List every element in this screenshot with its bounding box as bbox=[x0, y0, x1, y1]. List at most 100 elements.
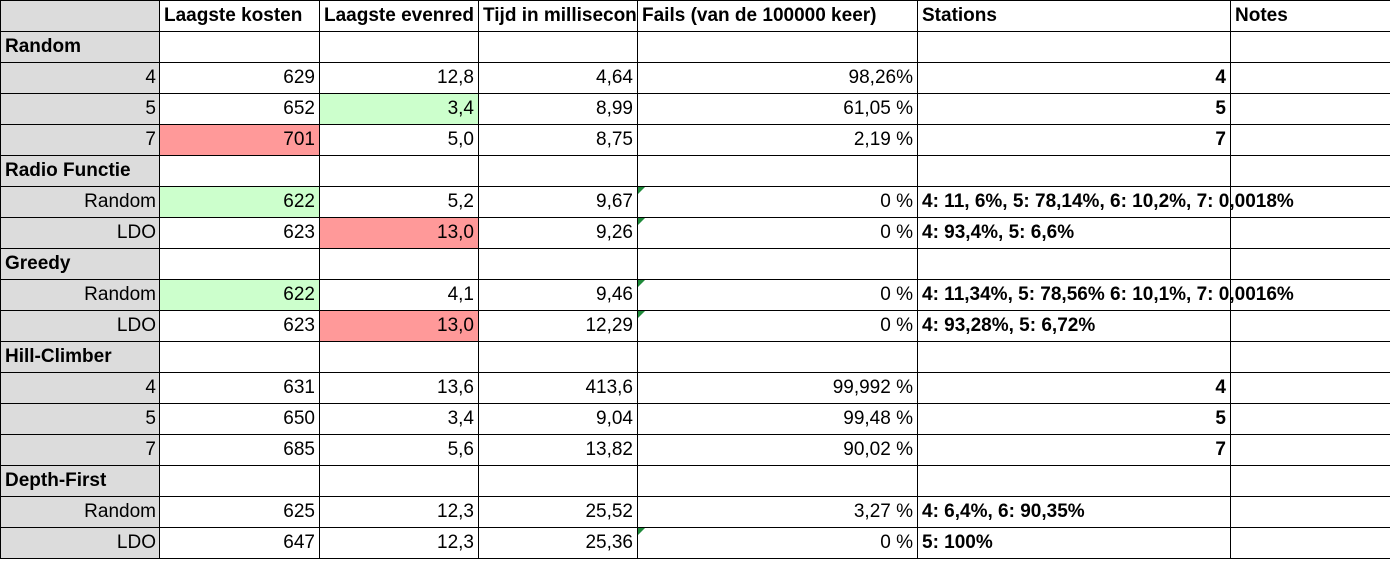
cell-laagste-evenred[interactable]: 5,2 bbox=[320, 187, 479, 218]
row-label[interactable]: 7 bbox=[1, 125, 160, 156]
cell-fails[interactable]: 0 % bbox=[638, 280, 918, 311]
empty-cell[interactable] bbox=[320, 466, 479, 497]
cell-fails[interactable]: 90,02 % bbox=[638, 435, 918, 466]
empty-cell[interactable] bbox=[638, 342, 918, 373]
cell-fails[interactable]: 98,26% bbox=[638, 63, 918, 94]
row-label[interactable]: 5 bbox=[1, 404, 160, 435]
empty-cell[interactable] bbox=[1231, 466, 1390, 497]
cell-laagste-kosten[interactable]: 685 bbox=[160, 435, 320, 466]
group-header[interactable]: Random bbox=[1, 32, 160, 63]
cell-fails[interactable]: 3,27 % bbox=[638, 497, 918, 528]
cell-stations[interactable]: 5 bbox=[918, 404, 1231, 435]
row-label[interactable]: Random bbox=[1, 280, 160, 311]
cell-laagste-evenred[interactable]: 13,0 bbox=[320, 311, 479, 342]
cell-stations[interactable]: 4: 93,4%, 5: 6,6% bbox=[918, 218, 1231, 249]
empty-cell[interactable] bbox=[918, 156, 1231, 187]
cell-laagste-kosten[interactable]: 701 bbox=[160, 125, 320, 156]
row-label[interactable]: 5 bbox=[1, 94, 160, 125]
cell-laagste-kosten[interactable]: 622 bbox=[160, 187, 320, 218]
empty-cell[interactable] bbox=[160, 249, 320, 280]
cell-laagste-kosten[interactable]: 631 bbox=[160, 373, 320, 404]
cell-tijd[interactable]: 413,6 bbox=[479, 373, 638, 404]
cell-stations[interactable]: 4: 11, 6%, 5: 78,14%, 6: 10,2%, 7: 0,001… bbox=[918, 187, 1294, 218]
row-label[interactable]: 7 bbox=[1, 435, 160, 466]
corner-cell[interactable] bbox=[1, 1, 160, 32]
empty-cell[interactable] bbox=[320, 249, 479, 280]
cell-laagste-kosten[interactable]: 625 bbox=[160, 497, 320, 528]
cell-stations[interactable]: 4: 6,4%, 6: 90,35% bbox=[918, 497, 1231, 528]
column-header[interactable]: Notes bbox=[1231, 1, 1390, 32]
cell-laagste-evenred[interactable]: 4,1 bbox=[320, 280, 479, 311]
row-label[interactable]: LDO bbox=[1, 528, 160, 559]
empty-cell[interactable] bbox=[1231, 342, 1390, 373]
cell-notes[interactable] bbox=[1231, 218, 1390, 249]
cell-laagste-evenred[interactable]: 5,6 bbox=[320, 435, 479, 466]
empty-cell[interactable] bbox=[320, 342, 479, 373]
cell-tijd[interactable]: 8,75 bbox=[479, 125, 638, 156]
cell-stations[interactable]: 5: 100% bbox=[918, 528, 1231, 559]
empty-cell[interactable] bbox=[479, 156, 638, 187]
cell-notes[interactable] bbox=[1231, 404, 1390, 435]
cell-laagste-kosten[interactable]: 629 bbox=[160, 63, 320, 94]
cell-laagste-evenred[interactable]: 3,4 bbox=[320, 94, 479, 125]
cell-laagste-evenred[interactable]: 13,6 bbox=[320, 373, 479, 404]
group-header[interactable]: Depth-First bbox=[1, 466, 160, 497]
cell-laagste-kosten[interactable]: 622 bbox=[160, 280, 320, 311]
cell-laagste-kosten[interactable]: 652 bbox=[160, 94, 320, 125]
cell-fails[interactable]: 0 % bbox=[638, 528, 918, 559]
cell-laagste-evenred[interactable]: 12,8 bbox=[320, 63, 479, 94]
empty-cell[interactable] bbox=[638, 32, 918, 63]
empty-cell[interactable] bbox=[918, 342, 1231, 373]
cell-stations[interactable]: 4: 11,34%, 5: 78,56% 6: 10,1%, 7: 0,0016… bbox=[918, 280, 1294, 311]
cell-notes[interactable] bbox=[1231, 435, 1390, 466]
group-header[interactable]: Radio Functie bbox=[1, 156, 160, 187]
cell-notes[interactable] bbox=[1231, 125, 1390, 156]
cell-fails[interactable]: 61,05 % bbox=[638, 94, 918, 125]
cell-stations[interactable]: 7 bbox=[918, 435, 1231, 466]
empty-cell[interactable] bbox=[320, 156, 479, 187]
empty-cell[interactable] bbox=[1231, 32, 1390, 63]
cell-notes[interactable] bbox=[1231, 311, 1390, 342]
cell-tijd[interactable]: 4,64 bbox=[479, 63, 638, 94]
column-header[interactable]: Laagste evenred bbox=[320, 1, 479, 32]
cell-laagste-evenred[interactable]: 13,0 bbox=[320, 218, 479, 249]
column-header[interactable]: Tijd in millisecon bbox=[479, 1, 638, 32]
cell-stations[interactable]: 7 bbox=[918, 125, 1231, 156]
cell-notes[interactable] bbox=[1231, 63, 1390, 94]
cell-tijd[interactable]: 9,46 bbox=[479, 280, 638, 311]
empty-cell[interactable] bbox=[479, 342, 638, 373]
row-label[interactable]: LDO bbox=[1, 311, 160, 342]
empty-cell[interactable] bbox=[320, 32, 479, 63]
cell-laagste-evenred[interactable]: 3,4 bbox=[320, 404, 479, 435]
empty-cell[interactable] bbox=[160, 32, 320, 63]
cell-tijd[interactable]: 25,36 bbox=[479, 528, 638, 559]
empty-cell[interactable] bbox=[160, 156, 320, 187]
cell-laagste-evenred[interactable]: 12,3 bbox=[320, 497, 479, 528]
cell-laagste-kosten[interactable]: 623 bbox=[160, 218, 320, 249]
empty-cell[interactable] bbox=[160, 466, 320, 497]
cell-tijd[interactable]: 25,52 bbox=[479, 497, 638, 528]
cell-tijd[interactable]: 9,04 bbox=[479, 404, 638, 435]
column-header[interactable]: Stations bbox=[918, 1, 1231, 32]
cell-laagste-kosten[interactable]: 623 bbox=[160, 311, 320, 342]
cell-fails[interactable]: 99,992 % bbox=[638, 373, 918, 404]
cell-tijd[interactable]: 12,29 bbox=[479, 311, 638, 342]
cell-notes[interactable] bbox=[1231, 528, 1390, 559]
row-label[interactable]: Random bbox=[1, 497, 160, 528]
empty-cell[interactable] bbox=[479, 32, 638, 63]
empty-cell[interactable] bbox=[918, 32, 1231, 63]
row-label[interactable]: 4 bbox=[1, 373, 160, 404]
cell-tijd[interactable]: 8,99 bbox=[479, 94, 638, 125]
empty-cell[interactable] bbox=[1231, 249, 1390, 280]
row-label[interactable]: LDO bbox=[1, 218, 160, 249]
cell-tijd[interactable]: 9,26 bbox=[479, 218, 638, 249]
column-header[interactable]: Laagste kosten bbox=[160, 1, 320, 32]
cell-stations[interactable]: 4 bbox=[918, 373, 1231, 404]
cell-notes[interactable] bbox=[1231, 187, 1390, 218]
empty-cell[interactable] bbox=[918, 249, 1231, 280]
cell-notes[interactable] bbox=[1231, 373, 1390, 404]
empty-cell[interactable] bbox=[638, 249, 918, 280]
cell-laagste-kosten[interactable]: 647 bbox=[160, 528, 320, 559]
group-header[interactable]: Greedy bbox=[1, 249, 160, 280]
empty-cell[interactable] bbox=[479, 249, 638, 280]
